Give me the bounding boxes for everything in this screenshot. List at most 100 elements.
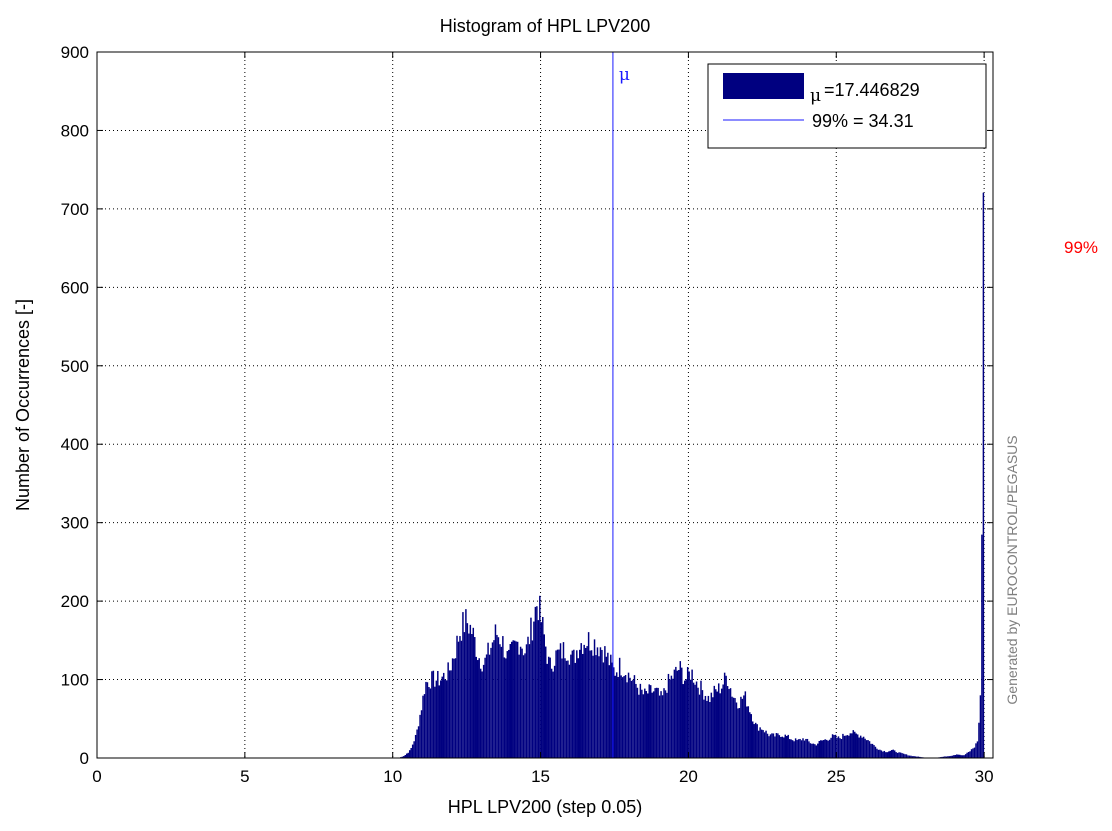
histogram-bar — [496, 634, 498, 758]
histogram-bar — [509, 644, 511, 758]
histogram-bar — [704, 695, 707, 758]
histogram-bar — [576, 650, 578, 758]
histogram-bar — [624, 675, 627, 758]
histogram-bar — [610, 654, 612, 758]
histogram-bar — [732, 697, 735, 758]
histogram-bar — [729, 688, 732, 758]
histogram-bar — [905, 754, 908, 758]
histogram-bar — [579, 649, 581, 758]
histogram-bar — [558, 649, 560, 758]
histogram-bar — [815, 745, 818, 758]
histogram-bar — [601, 649, 603, 758]
y-tick-label: 700 — [61, 200, 89, 219]
histogram-bar — [682, 684, 684, 758]
histogram-bar — [885, 752, 887, 758]
histogram-bar — [479, 668, 482, 758]
histogram-bar — [451, 658, 454, 758]
histogram-bar — [630, 680, 633, 758]
histogram-bar — [620, 675, 622, 758]
histogram-bar — [556, 649, 559, 758]
histogram-bar — [493, 640, 495, 758]
histogram-bar — [522, 655, 525, 758]
histogram-bar — [951, 755, 954, 758]
histogram-bar — [401, 756, 404, 758]
histogram-bar — [607, 652, 609, 758]
histogram-bar — [429, 688, 432, 758]
x-tick-label: 5 — [240, 767, 249, 786]
histogram-bar — [564, 658, 566, 758]
y-tick-label: 900 — [61, 43, 89, 62]
histogram-bar — [859, 735, 862, 758]
legend-p99-label: 99% = 34.31 — [812, 111, 914, 131]
histogram-bar — [542, 617, 544, 758]
histogram-bar — [833, 735, 835, 758]
histogram-bar — [404, 755, 407, 758]
histogram-bar — [719, 693, 721, 758]
histogram-bar — [432, 670, 435, 758]
histogram-bar — [589, 650, 591, 758]
histogram-bar — [964, 754, 967, 758]
histogram-bar — [722, 684, 724, 758]
histogram-bar — [864, 738, 866, 758]
histogram-bar — [491, 642, 494, 758]
histogram-bar — [899, 752, 902, 758]
histogram-bar — [633, 675, 636, 758]
histogram-bar — [751, 721, 754, 758]
histogram-bar — [678, 669, 680, 758]
histogram-bar — [799, 738, 801, 758]
histogram-bar — [524, 653, 526, 758]
histogram-bar — [469, 624, 472, 758]
histogram-bar — [907, 755, 909, 758]
histogram-bar — [812, 743, 815, 758]
histogram-bar — [710, 692, 713, 758]
histogram-bar — [528, 644, 531, 758]
histogram-bar — [713, 685, 716, 758]
histogram-bar — [982, 192, 985, 758]
histogram-bar — [805, 738, 807, 758]
histogram-bar — [784, 734, 787, 758]
histogram-bar — [503, 657, 506, 758]
histogram-bar — [488, 654, 491, 758]
histogram-bar — [435, 680, 438, 758]
y-axis-ticks: 0 100 200 300 400 500 600 700 800 900 — [61, 43, 993, 768]
histogram-bar — [830, 737, 832, 758]
histogram-bar — [649, 685, 652, 758]
histogram-bar — [818, 740, 821, 758]
histogram-bar — [723, 672, 726, 758]
histogram-bar — [550, 668, 553, 758]
y-axis-title: Number of Occurrences [-] — [13, 299, 33, 511]
histogram-bar — [497, 637, 500, 758]
histogram-bar — [484, 657, 486, 758]
histogram-bar — [843, 735, 846, 758]
histogram-bar — [533, 621, 535, 758]
histogram-bar — [854, 731, 856, 758]
histogram-bar — [444, 679, 446, 758]
legend-swatch-histogram — [723, 73, 804, 99]
histogram-bar — [660, 691, 662, 758]
histogram-bar — [973, 747, 976, 758]
histogram-bar — [652, 691, 655, 758]
histogram-bar — [839, 738, 841, 758]
histogram-bar — [615, 672, 618, 758]
histogram-bar — [534, 606, 537, 758]
histogram-bar — [419, 714, 421, 758]
histogram-bar — [882, 751, 884, 758]
histogram-bar — [809, 743, 812, 758]
histogram-bar — [515, 641, 517, 758]
histogram-bar — [852, 730, 855, 758]
histogram-bar — [471, 634, 473, 758]
histogram-bar — [423, 694, 426, 758]
histogram-bar — [883, 750, 886, 758]
histogram-bar — [543, 634, 545, 758]
histogram-bar — [518, 654, 520, 758]
histogram-bar — [886, 752, 889, 758]
histogram-bar — [969, 751, 971, 758]
histogram-bar — [788, 739, 791, 758]
histogram-bar — [892, 749, 894, 758]
histogram-bar — [963, 755, 965, 758]
histogram-bar — [837, 736, 840, 758]
histogram-bar — [827, 740, 829, 758]
histogram-bar — [641, 689, 643, 758]
p99-side-label: 99% — [1064, 238, 1098, 257]
histogram-bar — [487, 642, 489, 758]
